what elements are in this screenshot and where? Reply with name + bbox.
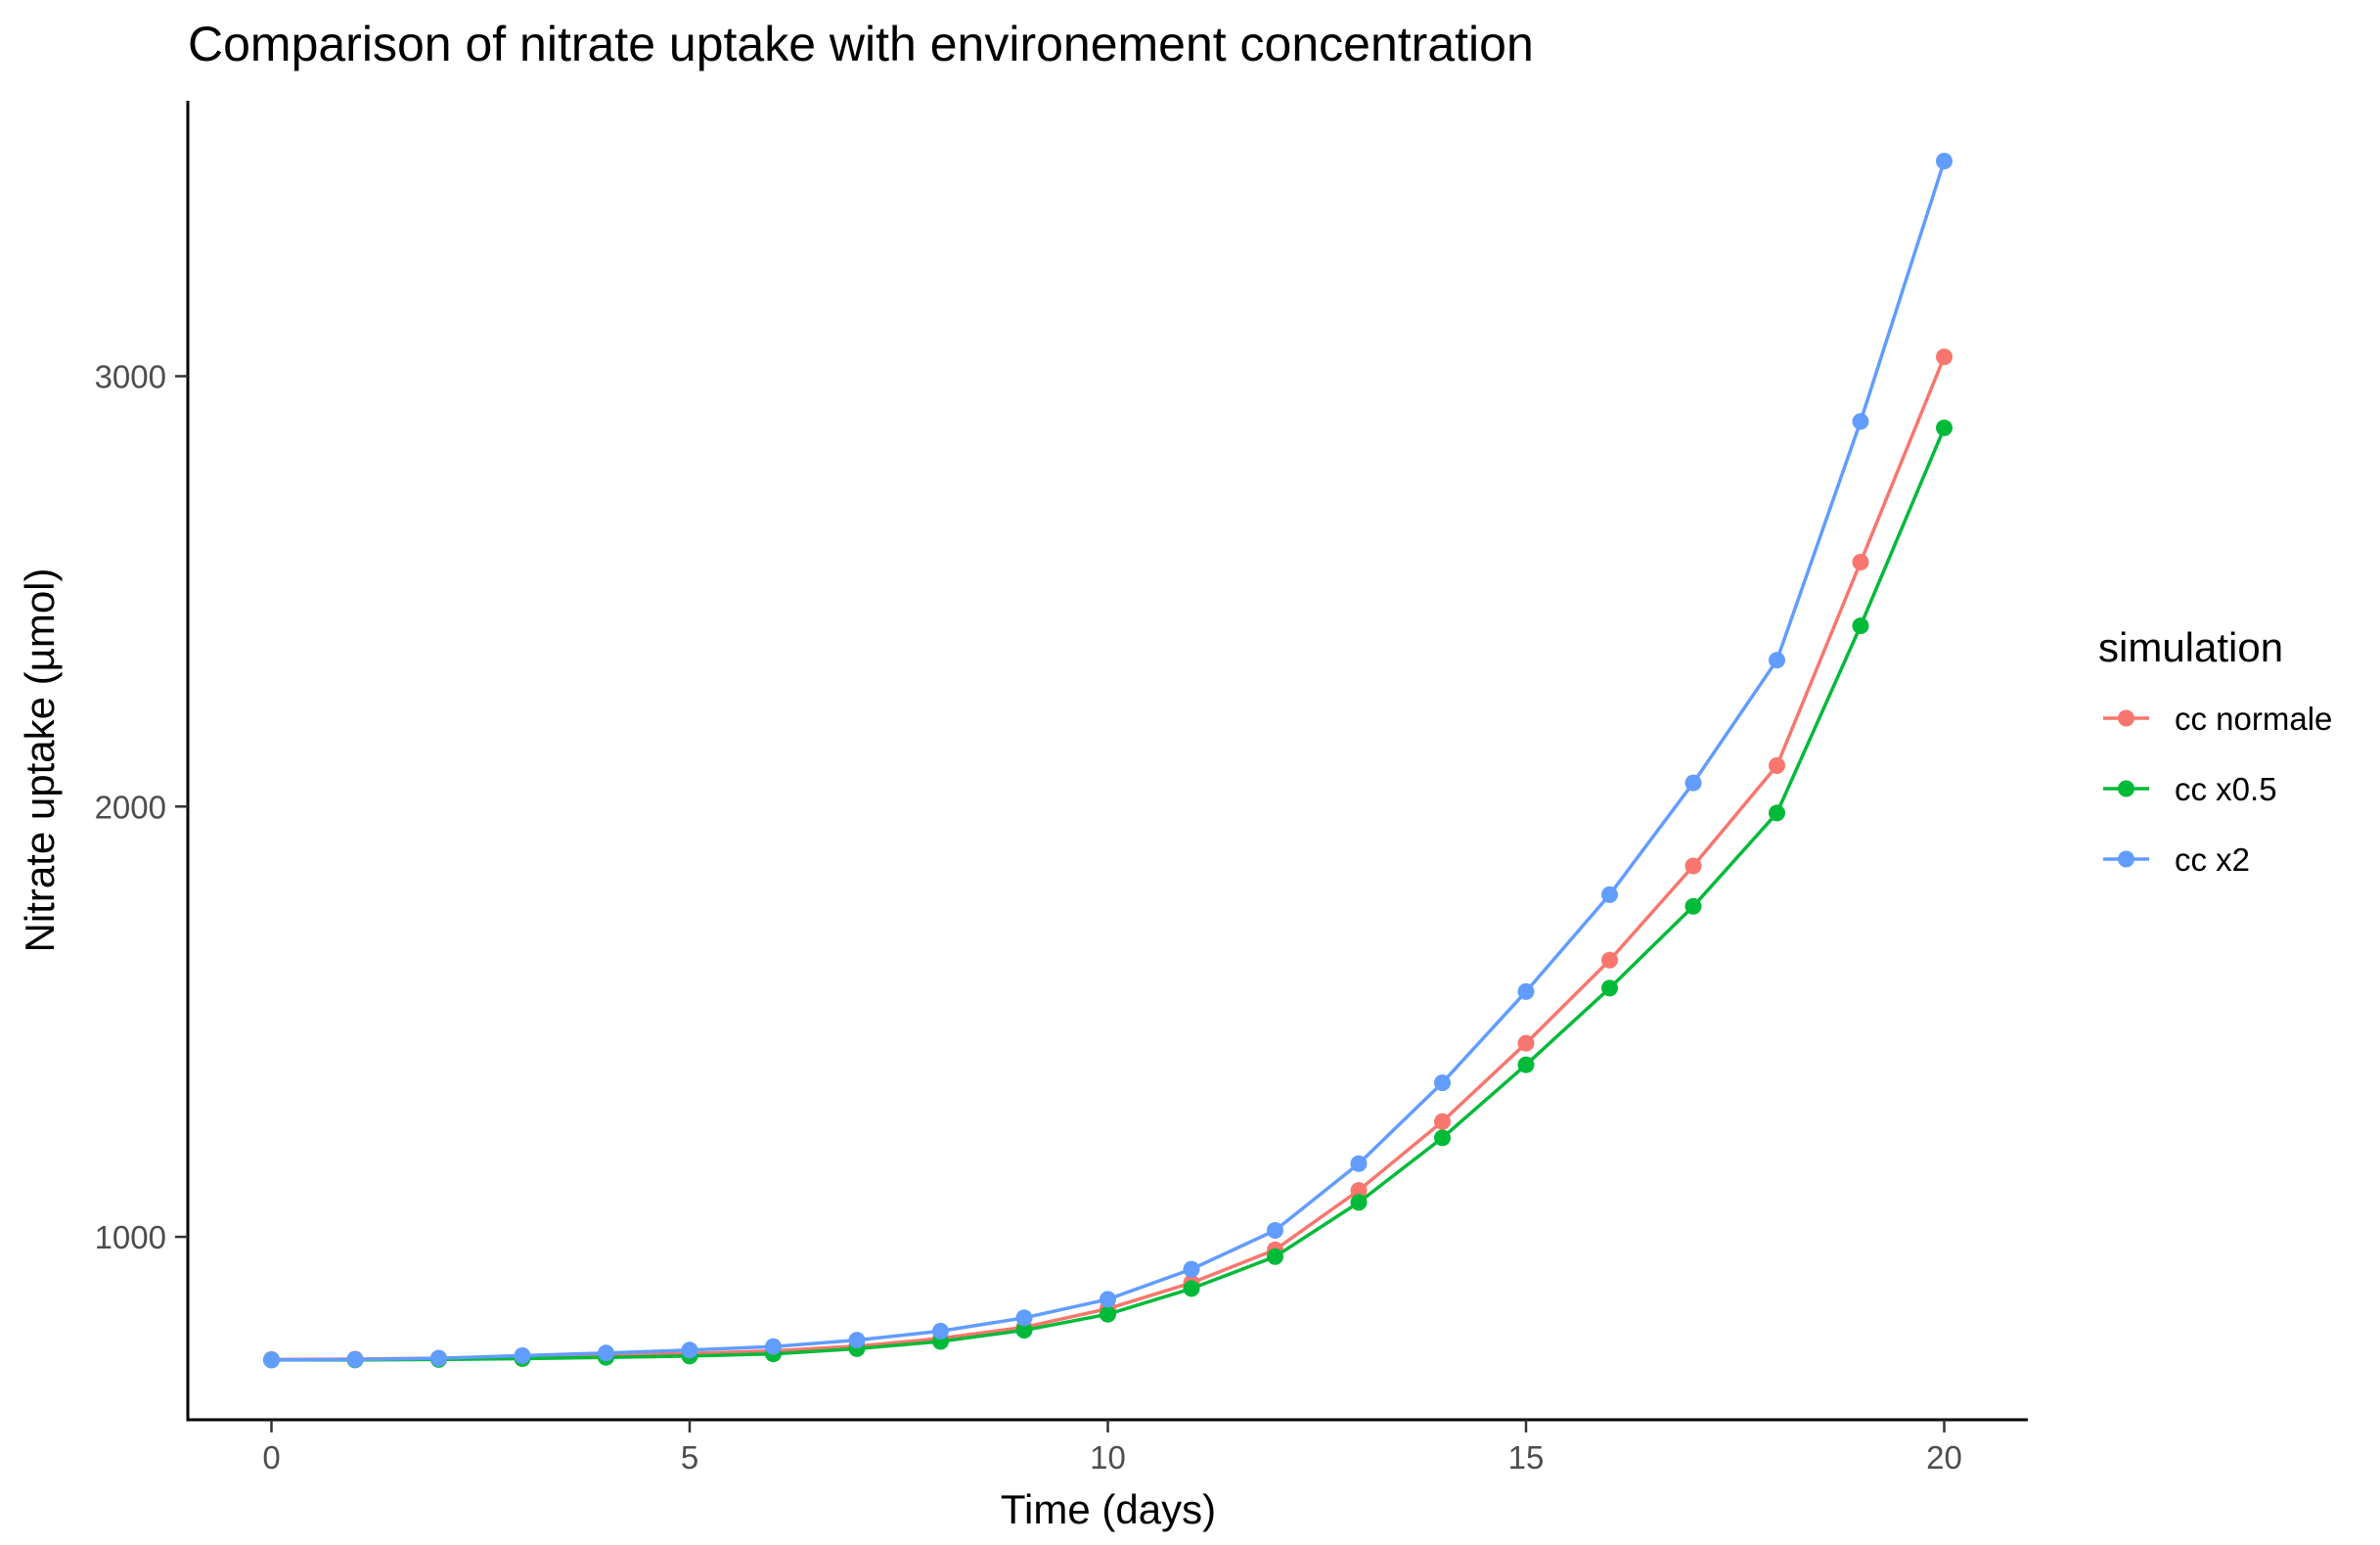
data-point-cc-x2 [514,1347,531,1364]
data-point-cc-normale [1936,348,1953,366]
series-cc-x0-5 [263,419,1953,1369]
x-tick-label: 20 [1926,1439,1962,1476]
x-axis-title: Time (days) [1001,1486,1216,1532]
series-layer [263,153,1953,1369]
data-point-cc-x0-5 [1267,1248,1283,1265]
data-point-cc-x2 [1015,1309,1033,1327]
data-point-cc-x2 [1517,982,1535,1000]
legend-label: cc x2 [2175,841,2250,878]
data-point-cc-x0-5 [1684,897,1702,915]
legend: simulation cc normale cc x0.5 cc x2 [2098,624,2332,878]
data-point-cc-normale [1769,757,1785,774]
y-tick-label: 1000 [95,1219,166,1255]
data-point-cc-x0-5 [1100,1305,1116,1323]
data-point-cc-x2 [1684,774,1702,792]
data-point-cc-x2 [1100,1291,1116,1308]
data-point-cc-x2 [1350,1155,1368,1172]
legend-key-point [2118,780,2134,797]
y-tick-label: 3000 [95,358,166,394]
legend-item-cc-x2: cc x2 [2103,841,2250,878]
data-point-cc-x2 [932,1322,949,1340]
data-point-cc-x0-5 [1769,804,1785,822]
legend-item-cc-x0-5: cc x0.5 [2103,771,2277,807]
data-point-cc-x2 [681,1341,698,1359]
data-point-cc-x0-5 [1601,979,1618,997]
data-point-cc-normale [1517,1034,1535,1052]
data-point-cc-x2 [346,1350,364,1368]
data-point-cc-x2 [598,1344,614,1362]
data-point-cc-normale [1350,1182,1368,1200]
data-point-cc-x2 [1601,886,1618,903]
data-point-cc-x2 [263,1351,280,1369]
legend-items: cc normale cc x0.5 cc x2 [2103,701,2332,878]
x-tick-label: 15 [1508,1439,1545,1476]
data-point-cc-x2 [1267,1222,1283,1239]
data-point-cc-normale [1684,857,1702,875]
y-tick-label: 2000 [95,789,166,825]
data-point-cc-x0-5 [1517,1056,1535,1073]
data-point-cc-x2 [848,1332,866,1349]
legend-label: cc normale [2175,701,2332,737]
data-point-cc-x0-5 [1350,1194,1368,1211]
data-point-cc-x2 [1769,652,1785,669]
axis-ticks: 0 5 10 15 20 1000 2000 3000 [95,358,1962,1476]
x-tick-label: 5 [681,1439,698,1476]
data-point-cc-x0-5 [1183,1280,1200,1297]
series-line-cc-x2 [271,160,1947,1362]
data-point-cc-x2 [1183,1260,1200,1278]
legend-title: simulation [2098,624,2283,670]
data-point-cc-x0-5 [1852,617,1869,635]
data-point-cc-normale [1852,554,1869,570]
chart-title: Comparison of nitrate uptake with enviro… [188,17,1534,71]
legend-label: cc x0.5 [2175,771,2277,807]
series-line-cc-x0-5 [271,427,1947,1362]
data-point-cc-x0-5 [1434,1129,1451,1147]
data-point-cc-x0-5 [1015,1322,1033,1339]
x-tick-label: 10 [1090,1439,1126,1476]
series-cc-x2 [263,153,1953,1369]
data-point-cc-x2 [765,1338,782,1355]
data-point-cc-x2 [1434,1074,1451,1092]
series-cc-normale [263,348,1953,1368]
data-point-cc-x0-5 [1936,419,1953,436]
data-point-cc-normale [1434,1113,1451,1130]
y-axis-title: Nitrate uptake (µmol) [17,568,63,953]
data-point-cc-x2 [1852,413,1869,431]
data-point-cc-x2 [1936,153,1953,170]
x-tick-label: 0 [262,1439,280,1476]
legend-key-point [2118,709,2134,727]
legend-item-cc-normale: cc normale [2103,701,2332,737]
legend-key-point [2118,850,2134,868]
plot-area: 0 5 10 15 20 1000 2000 3000 [95,101,2028,1476]
data-point-cc-normale [1601,951,1618,969]
data-point-cc-x2 [430,1349,447,1367]
